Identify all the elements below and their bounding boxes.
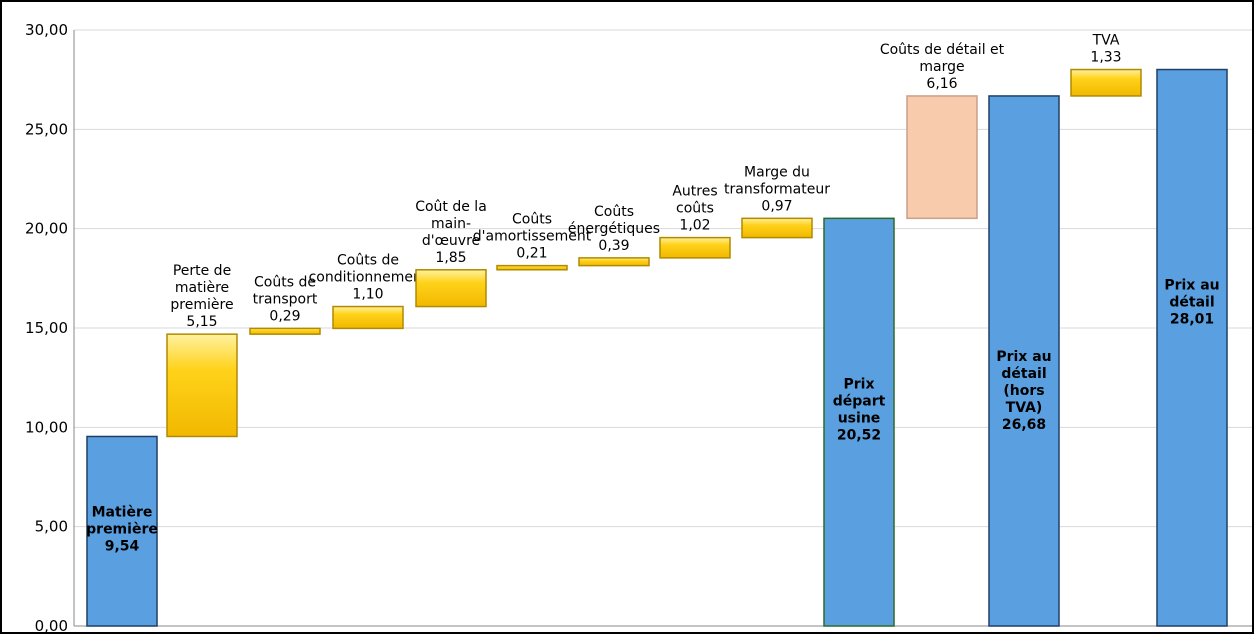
bar — [578, 257, 650, 267]
bar-label: première — [86, 521, 158, 537]
bar-label: Perte de — [173, 263, 231, 279]
bar-label: Prix au — [996, 349, 1051, 365]
bar-label: TVA) — [1006, 400, 1043, 416]
bar-label: détail — [1169, 295, 1214, 311]
bar-label: 0,97 — [761, 198, 792, 214]
bar-label: marge — [919, 59, 964, 75]
bar-label: Coût de la — [415, 199, 487, 215]
bar — [166, 333, 238, 438]
bar — [415, 269, 487, 308]
bar-label: énergétiques — [568, 221, 660, 237]
bar-label: usine — [838, 410, 881, 426]
bar-label: 0,39 — [598, 238, 629, 254]
bar — [659, 236, 731, 259]
bar-label: Coûts de — [337, 253, 399, 269]
bar-label: Prix au — [1164, 278, 1219, 294]
y-tick-label: 10,00 — [25, 418, 68, 436]
bar — [988, 95, 1060, 627]
y-tick-label: 25,00 — [25, 120, 68, 138]
y-tick-label: 20,00 — [25, 220, 68, 238]
bar — [496, 264, 568, 271]
bar-label: transport — [253, 291, 318, 307]
bar-label: matière — [175, 280, 229, 296]
bar-label: coûts — [676, 201, 714, 217]
bar-label: Matière — [92, 504, 153, 520]
bar — [1070, 68, 1142, 97]
bar-label: 26,68 — [1002, 417, 1046, 433]
y-tick-label: 30,00 — [25, 21, 68, 39]
bar-label: 5,15 — [186, 314, 217, 330]
bar-label: 9,54 — [105, 538, 140, 554]
bar-label: 1,02 — [679, 218, 710, 234]
bar — [823, 217, 895, 627]
bar-label: Coûts de détail et — [880, 42, 1005, 58]
bar — [906, 95, 978, 220]
bar — [332, 305, 404, 330]
bar — [249, 327, 321, 335]
bar-label: Autres — [672, 184, 717, 200]
y-tick-label: 5,00 — [35, 518, 68, 536]
bar-label: Prix — [844, 376, 875, 392]
bar-label: départ — [833, 393, 886, 409]
bar-label: Coûts — [594, 204, 634, 220]
bar-label: 6,16 — [926, 76, 957, 92]
bar-label: détail — [1001, 366, 1046, 382]
bar-label: d'œuvre — [422, 233, 480, 249]
y-tick-label: 0,00 — [35, 617, 68, 635]
bar-label: TVA — [1092, 33, 1120, 49]
bar-label: 1,85 — [435, 250, 466, 266]
bar-label: Coûts — [512, 212, 552, 228]
bar-label: d'amortissement — [473, 229, 592, 245]
bar-label: conditionnement — [309, 270, 428, 286]
bar — [1156, 68, 1228, 627]
bar — [741, 217, 813, 239]
bar — [86, 435, 158, 627]
bar-label: 28,01 — [1170, 312, 1214, 328]
bar-label: Marge du — [744, 164, 810, 180]
bar-label: première — [170, 297, 233, 313]
y-tick-label: 15,00 — [25, 319, 68, 337]
bar-label: transformateur — [724, 181, 830, 197]
bar-label: 0,29 — [269, 308, 300, 324]
bar-label: 1,33 — [1090, 50, 1121, 66]
bar-label: 1,10 — [352, 287, 383, 303]
bar-label: 20,52 — [837, 427, 881, 443]
bar-label: main- — [431, 216, 471, 232]
bar-label: Coûts de — [254, 274, 316, 290]
bar-label: 0,21 — [516, 246, 547, 262]
bar-label: (hors — [1003, 383, 1044, 399]
